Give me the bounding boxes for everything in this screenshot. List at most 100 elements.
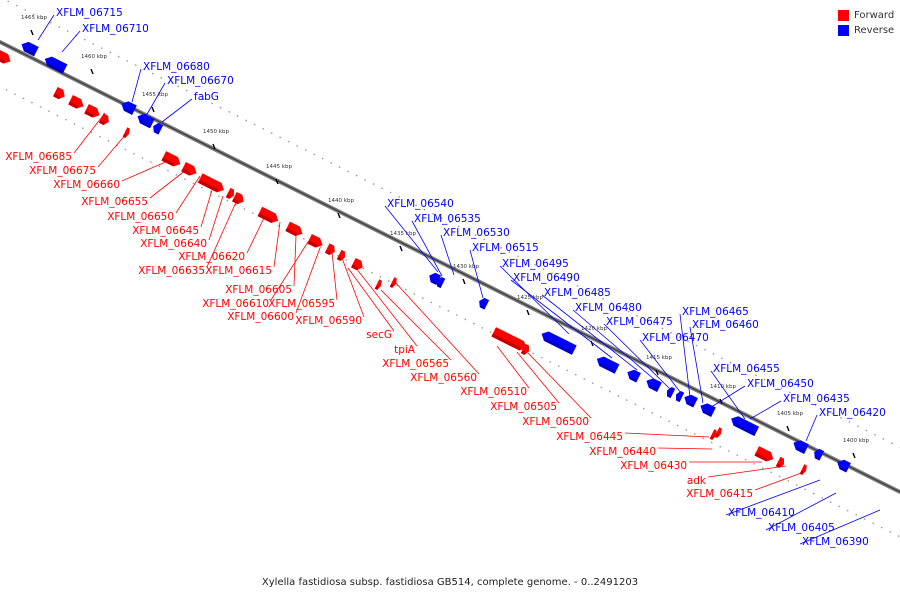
forward-gene xyxy=(122,127,130,138)
legend-forward-label: Forward xyxy=(854,10,895,21)
gene-label-reverse: XFLM_06390 xyxy=(802,536,869,548)
leader-line xyxy=(657,447,713,450)
tick-label: 1460 kbp xyxy=(81,54,107,60)
guide-dotted-line xyxy=(3,0,900,449)
forward-gene xyxy=(257,206,279,223)
forward-gene xyxy=(520,343,530,356)
forward-gene xyxy=(324,243,335,256)
forward-gene xyxy=(84,104,100,118)
leader-line xyxy=(175,175,201,214)
leader-line xyxy=(765,492,837,531)
leader-line xyxy=(347,267,395,332)
leader-line xyxy=(206,199,238,268)
gene-label-forward: XFLM_06565 xyxy=(382,358,449,370)
gene-label-reverse: XFLM_06680 xyxy=(143,61,210,73)
tick-mark xyxy=(655,369,659,376)
leader-line xyxy=(73,112,106,154)
reverse-gene xyxy=(675,390,685,403)
leader-line xyxy=(541,294,638,371)
leader-line xyxy=(805,414,818,442)
leader-line xyxy=(572,309,656,381)
tick-label: 1435 kbp xyxy=(390,231,416,237)
tick-label: 1465 kbp xyxy=(21,15,47,21)
gene-label-reverse: XFLM_06435 xyxy=(783,393,850,405)
forward-gene xyxy=(350,257,363,271)
gene-label-forward: XFLM_06660 xyxy=(53,179,120,191)
forward-gene xyxy=(231,191,244,205)
gene-label-forward: XFLM_06415 xyxy=(686,488,753,500)
forward-gene xyxy=(197,173,224,193)
gene-label-reverse: XFLM_06715 xyxy=(56,7,123,19)
tick-label: 1410 kbp xyxy=(710,384,736,390)
forward-gene xyxy=(714,427,722,438)
label-leader-lines xyxy=(37,14,881,545)
forward-gene xyxy=(181,162,197,176)
leader-line xyxy=(624,432,710,438)
forward-gene xyxy=(775,456,785,469)
tick-mark xyxy=(151,106,155,113)
reverse-gene xyxy=(541,331,577,355)
dotted-guide-lines xyxy=(0,0,900,538)
gene-label-forward: XFLM_06655 xyxy=(81,196,148,208)
leader-line xyxy=(510,279,613,359)
reverse-swatch xyxy=(838,25,849,36)
gene-label-forward: XFLM_06440 xyxy=(589,446,656,458)
genome-caption: Xylella fastidiosa subsp. fastidiosa GB5… xyxy=(261,577,639,588)
tick-mark xyxy=(30,29,34,36)
tick-mark xyxy=(399,245,403,252)
tick-mark xyxy=(90,68,94,75)
leader-line xyxy=(384,205,439,273)
gene-label-forward: XFLM_06595 xyxy=(268,298,335,310)
gene-label-forward: XFLM_06500 xyxy=(522,416,589,428)
forward-swatch xyxy=(838,10,849,21)
leader-line xyxy=(707,385,746,410)
reverse-gene xyxy=(429,272,442,286)
reverse-gene xyxy=(646,378,662,392)
leader-line xyxy=(440,234,455,276)
gene-label-reverse: XFLM_06530 xyxy=(443,227,510,239)
legend-reverse: Reverse xyxy=(838,23,894,38)
leader-line xyxy=(527,352,592,419)
gene-label-forward: XFLM_06685 xyxy=(5,151,72,163)
legend-reverse-label: Reverse xyxy=(854,25,895,36)
leader-line xyxy=(754,471,805,491)
reverse-gene xyxy=(837,459,851,473)
leader-line xyxy=(749,400,782,420)
leader-line xyxy=(295,247,321,314)
leader-line xyxy=(394,281,480,375)
gene-label-forward: XFLM_06620 xyxy=(178,251,245,263)
forward-gene xyxy=(98,113,109,126)
gene-label-reverse: XFLM_06405 xyxy=(768,522,835,534)
forward-gene xyxy=(307,234,323,248)
forward-gene xyxy=(161,151,181,167)
gene-label-forward: XFLM_06675 xyxy=(29,165,96,177)
forward-gene xyxy=(709,429,717,440)
leader-line xyxy=(200,189,213,228)
guide-dotted-line xyxy=(0,85,900,538)
gene-label-reverse: XFLM_06485 xyxy=(544,287,611,299)
leader-line xyxy=(679,313,691,398)
tick-label: 1415 kbp xyxy=(646,355,672,361)
leader-line xyxy=(149,169,187,199)
tick-label: 1455 kbp xyxy=(142,92,168,98)
sequence-axis xyxy=(0,39,900,495)
forward-gene xyxy=(285,221,303,237)
reverse-gene xyxy=(731,416,760,437)
leader-line xyxy=(725,479,821,516)
axis-line xyxy=(0,41,900,493)
tick-mark xyxy=(275,178,279,185)
reverse-gene xyxy=(700,403,716,417)
tick-mark xyxy=(719,398,723,405)
forward-gene xyxy=(799,464,807,475)
legend-forward: Forward xyxy=(838,8,894,23)
leader-line xyxy=(270,241,309,301)
gene-label-forward: XFLM_06510 xyxy=(460,386,527,398)
tick-label: 1440 kbp xyxy=(328,198,354,204)
forward-gene xyxy=(754,446,774,462)
gene-label-reverse: XFLM_06460 xyxy=(692,319,759,331)
tick-label: 1400 kbp xyxy=(843,438,869,444)
leader-line xyxy=(121,159,171,182)
reverse-gene xyxy=(21,41,39,57)
reverse-gene xyxy=(627,369,641,383)
reverse-gene xyxy=(44,56,68,74)
